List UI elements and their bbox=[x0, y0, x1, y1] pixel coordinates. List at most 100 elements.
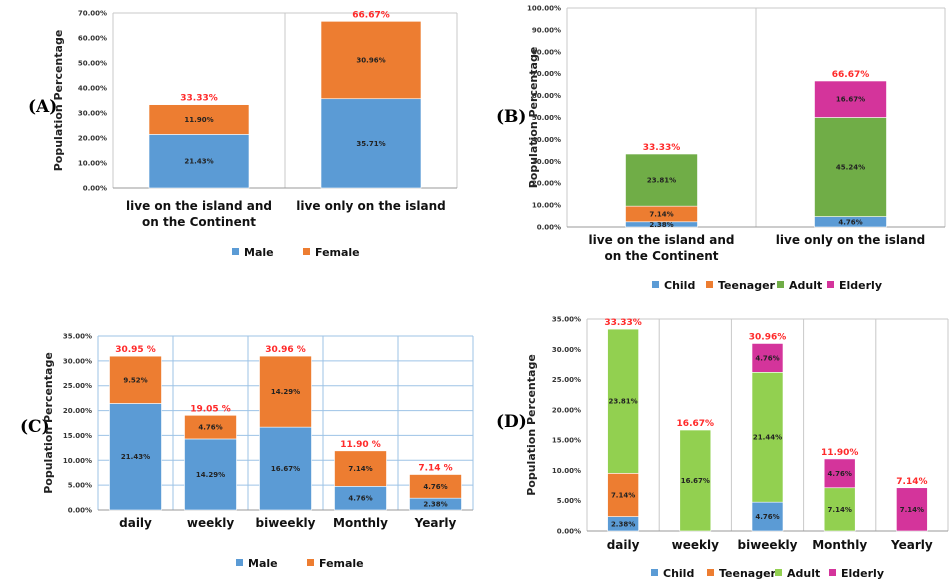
y-tick-label: 5.00% bbox=[557, 497, 581, 505]
y-tick-label: 40.00% bbox=[78, 85, 107, 93]
legend-label-female: Female bbox=[315, 246, 360, 259]
x-category-label: daily bbox=[607, 538, 640, 552]
bar-segment-child bbox=[751, 501, 784, 532]
data-label: 4.76% bbox=[348, 495, 372, 503]
legend-swatch-child bbox=[651, 569, 658, 576]
bar-segment-adult bbox=[625, 153, 698, 207]
legend-label-elderly: Elderly bbox=[839, 279, 882, 292]
chart-panel-1: (A)Population Percentage 0.00% 10.00% 20.00… bbox=[28, 10, 458, 259]
y-tick-label: 0.00% bbox=[68, 507, 92, 515]
y-tick-label: 100.00% bbox=[527, 5, 561, 13]
bar-segment-female bbox=[334, 450, 387, 487]
data-label: 2.38% bbox=[611, 520, 635, 528]
x-category-label: weekly bbox=[672, 538, 719, 552]
x-category-label: live only on the island bbox=[296, 199, 445, 213]
x-category-label: biweekly bbox=[738, 538, 798, 552]
total-label: 66.67% bbox=[832, 70, 870, 80]
data-label: 23.81% bbox=[609, 398, 638, 406]
data-label: 16.67% bbox=[836, 96, 865, 104]
legend-swatch-male bbox=[236, 559, 243, 566]
panel-label: (B) bbox=[496, 107, 526, 127]
x-category-label: Yearly bbox=[414, 516, 457, 530]
x-category-label: Monthly bbox=[333, 516, 388, 530]
y-tick-label: 90.00% bbox=[532, 26, 561, 34]
y-tick-label: 40.00% bbox=[532, 136, 561, 144]
legend-label-elderly: Elderly bbox=[841, 567, 884, 580]
x-category-label: Yearly bbox=[890, 538, 933, 552]
y-tick-label: 0.00% bbox=[83, 185, 107, 193]
bar-segment-adult bbox=[814, 117, 887, 217]
chart-panel-4: (D)Population Percentage 0.00% 5.00% 10.00%… bbox=[496, 316, 949, 580]
data-label: 7.14% bbox=[900, 506, 924, 514]
data-label: 7.14% bbox=[348, 465, 372, 473]
legend-swatch-female bbox=[303, 248, 310, 255]
data-label: 7.14% bbox=[611, 491, 635, 499]
legend-label-child: Child bbox=[663, 567, 694, 580]
y-tick-label: 10.00% bbox=[78, 160, 107, 168]
legend-label-teenager: Teenager bbox=[719, 567, 777, 580]
y-tick-label: 30.00% bbox=[63, 357, 92, 365]
data-label: 4.76% bbox=[423, 483, 447, 491]
total-label: 16.67% bbox=[677, 419, 715, 429]
y-tick-label: 70.00% bbox=[78, 10, 107, 18]
legend-swatch-elderly bbox=[827, 281, 834, 288]
y-tick-label: 80.00% bbox=[532, 48, 561, 56]
legend-label-teenager: Teenager bbox=[718, 279, 776, 292]
total-label: 7.14% bbox=[896, 477, 927, 487]
legend-swatch-elderly bbox=[829, 569, 836, 576]
legend-swatch-teenager bbox=[707, 569, 714, 576]
x-category-label: on the Continent bbox=[142, 215, 256, 229]
bar-segment-female bbox=[259, 355, 312, 428]
y-tick-label: 15.00% bbox=[63, 432, 92, 440]
data-label: 30.96% bbox=[356, 57, 385, 65]
y-tick-label: 15.00% bbox=[552, 437, 581, 445]
data-label: 4.76% bbox=[838, 218, 862, 226]
data-label: 4.76% bbox=[755, 354, 779, 362]
y-tick-label: 5.00% bbox=[68, 482, 92, 490]
data-label: 2.38% bbox=[423, 501, 447, 509]
legend-label-adult: Adult bbox=[787, 567, 820, 580]
bar-segment-elderly bbox=[751, 343, 784, 373]
data-label: 4.76% bbox=[828, 470, 852, 478]
y-axis-label: Population Percentage bbox=[52, 30, 65, 172]
legend-label-adult: Adult bbox=[789, 279, 822, 292]
y-tick-label: 35.00% bbox=[63, 333, 92, 341]
legend-label-female: Female bbox=[319, 557, 364, 570]
y-tick-label: 25.00% bbox=[552, 376, 581, 384]
bar-segment-elderly bbox=[896, 487, 928, 532]
data-label: 9.52% bbox=[123, 376, 147, 384]
chart-panel-3: (C)Population Percentage 0.00% 5.00% 10.00%… bbox=[20, 333, 474, 570]
y-tick-label: 10.00% bbox=[63, 457, 92, 465]
y-tick-label: 50.00% bbox=[532, 114, 561, 122]
total-label: 19.05 % bbox=[190, 404, 231, 414]
y-tick-label: 10.00% bbox=[532, 202, 561, 210]
bar-segment-male bbox=[320, 98, 422, 189]
y-axis-label: Population Percentage bbox=[42, 352, 55, 494]
panel-label: (D) bbox=[496, 412, 527, 432]
bar-segment-male bbox=[109, 403, 162, 511]
data-label: 11.90% bbox=[184, 116, 213, 124]
data-label: 14.29% bbox=[271, 388, 300, 396]
bar-segment-elderly bbox=[823, 458, 856, 489]
data-label: 16.67% bbox=[271, 465, 300, 473]
data-label: 7.14% bbox=[828, 506, 852, 514]
legend-label-child: Child bbox=[664, 279, 695, 292]
bar-segment-female bbox=[409, 474, 462, 499]
total-label: 30.96% bbox=[749, 332, 787, 342]
total-label: 11.90% bbox=[821, 448, 859, 458]
total-label: 30.96 % bbox=[265, 345, 306, 355]
data-label: 4.76% bbox=[198, 424, 222, 432]
y-axis-label: Population Percentage bbox=[527, 47, 540, 189]
bar-segment-elderly bbox=[814, 80, 887, 118]
bar-segment-female bbox=[109, 355, 162, 404]
x-category-label: Monthly bbox=[812, 538, 867, 552]
data-label: 21.44% bbox=[753, 434, 782, 442]
legend-swatch-female bbox=[307, 559, 314, 566]
y-axis-label: Population Percentage bbox=[525, 354, 538, 496]
legend-label-male: Male bbox=[244, 246, 274, 259]
y-tick-label: 30.00% bbox=[532, 158, 561, 166]
bar-segment-male bbox=[148, 134, 250, 189]
y-tick-label: 30.00% bbox=[78, 110, 107, 118]
y-tick-label: 0.00% bbox=[537, 224, 561, 232]
